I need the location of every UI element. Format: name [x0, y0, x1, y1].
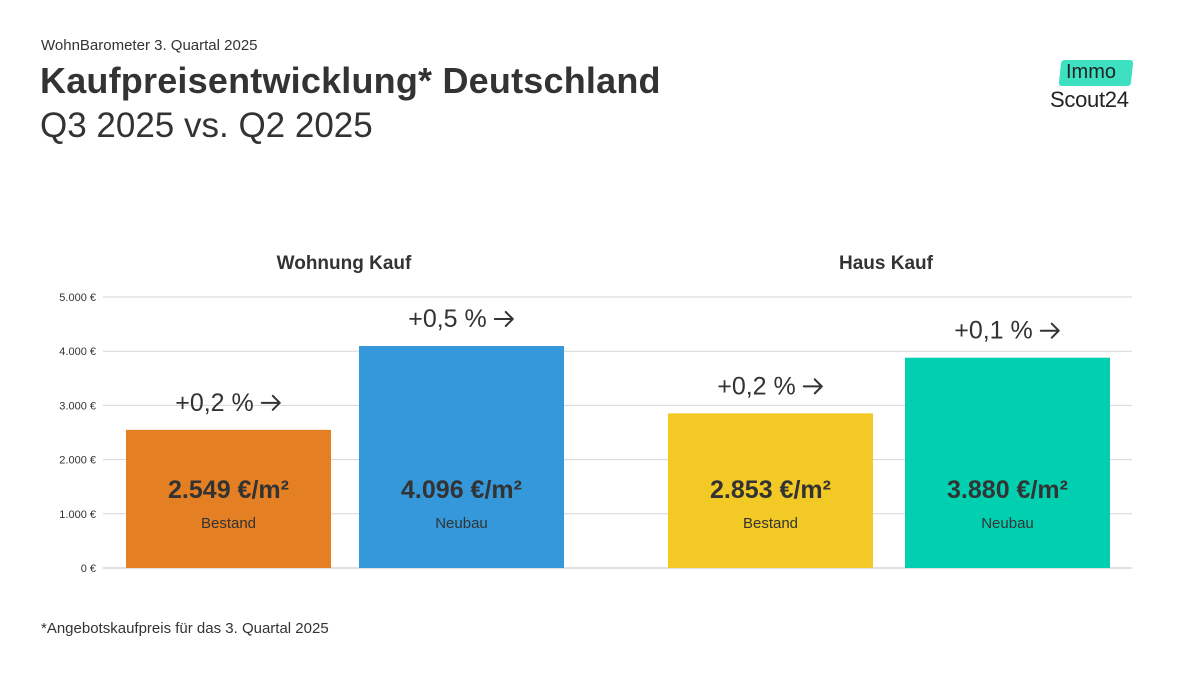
- change-label: +0,2 %: [175, 389, 254, 417]
- y-tick-label: 2.000 €: [59, 455, 96, 467]
- footnote: *Angebotskaufpreis für das 3. Quartal 20…: [41, 620, 329, 637]
- bar: [126, 429, 331, 568]
- arrow-right-icon: [260, 394, 281, 411]
- y-tick-label: 1.000 €: [59, 509, 96, 521]
- bar-value-label: 4.096 €/m²: [401, 476, 522, 504]
- bar-value-label: 2.853 €/m²: [710, 476, 831, 504]
- arrow-right-icon: [493, 310, 514, 327]
- report-kicker: WohnBarometer 3. Quartal 2025: [41, 37, 258, 54]
- y-tick-label: 3.000 €: [59, 400, 96, 412]
- page-title: Kaufpreisentwicklung* Deutschland: [40, 60, 661, 101]
- bar-value-label: 2.549 €/m²: [168, 476, 289, 504]
- bar-value-label: 3.880 €/m²: [947, 476, 1068, 504]
- logo-immo-text: Immo: [1066, 61, 1116, 83]
- bar-category-label: Neubau: [981, 515, 1034, 532]
- change-label: +0,5 %: [408, 305, 487, 333]
- change-label: +0,1 %: [954, 317, 1033, 345]
- bar: [359, 345, 564, 568]
- logo-scout-text: Scout24: [1050, 87, 1129, 112]
- y-tick-label: 5.000 €: [59, 292, 96, 304]
- page-subtitle: Q3 2025 vs. Q2 2025: [40, 106, 373, 145]
- bar-category-label: Bestand: [743, 515, 798, 532]
- group-title: Haus Kauf: [839, 253, 934, 274]
- y-tick-label: 0 €: [81, 563, 96, 575]
- y-tick-label: 4.000 €: [59, 346, 96, 358]
- group-title: Wohnung Kauf: [277, 253, 412, 274]
- arrow-right-icon: [1039, 322, 1060, 339]
- arrow-right-icon: [802, 378, 823, 395]
- change-label: +0,2 %: [717, 372, 796, 400]
- bar: [668, 413, 873, 568]
- bar-category-label: Neubau: [435, 515, 488, 532]
- immoscout24-logo: Immo Scout24: [1046, 58, 1156, 118]
- bar: [905, 357, 1110, 568]
- bar-category-label: Bestand: [201, 515, 256, 532]
